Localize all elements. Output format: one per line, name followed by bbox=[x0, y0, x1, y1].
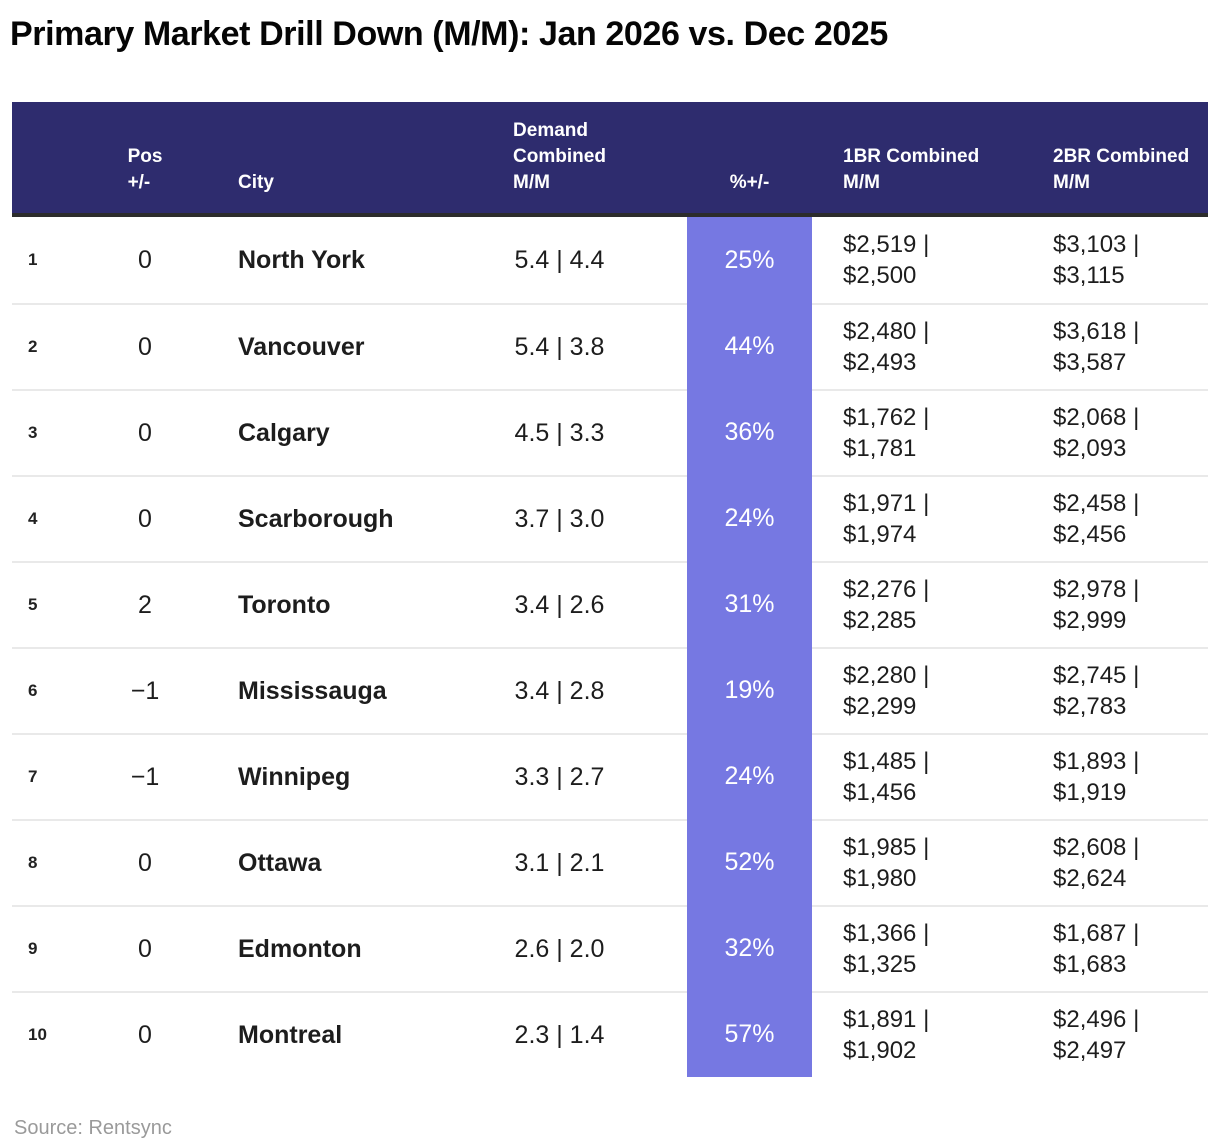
source-note: Source: Rentsync bbox=[14, 1117, 172, 1139]
pos-change-cell: −1 bbox=[95, 733, 195, 819]
rank-cell: 7 bbox=[12, 733, 95, 819]
demand-cell: 3.4 | 2.8 bbox=[432, 647, 687, 733]
table-row: 1 0 North York 5.4 | 4.4 25% $2,519 | $2… bbox=[12, 217, 1208, 303]
city-cell: North York bbox=[195, 217, 432, 303]
demand-cell: 5.4 | 4.4 bbox=[432, 217, 687, 303]
demand-cell: 3.1 | 2.1 bbox=[432, 819, 687, 905]
rank-cell: 9 bbox=[12, 905, 95, 991]
table-row: 4 0 Scarborough 3.7 | 3.0 24% $1,971 | $… bbox=[12, 475, 1208, 561]
rank-cell: 1 bbox=[12, 217, 95, 303]
rank-cell: 3 bbox=[12, 389, 95, 475]
two-br-cell: $2,068 | $2,093 bbox=[1022, 389, 1208, 475]
pos-change-cell: 0 bbox=[95, 991, 195, 1077]
two-br-cell: $1,893 | $1,919 bbox=[1022, 733, 1208, 819]
pct-change-cell: 24% bbox=[687, 475, 812, 561]
city-cell: Calgary bbox=[195, 389, 432, 475]
header-2br-combined-label: 2BR Combined M/M bbox=[1053, 146, 1190, 193]
demand-cell: 4.5 | 3.3 bbox=[432, 389, 687, 475]
pos-change-cell: −1 bbox=[95, 647, 195, 733]
one-br-cell: $2,519 | $2,500 bbox=[812, 217, 1022, 303]
table-row: 6 −1 Mississauga 3.4 | 2.8 19% $2,280 | … bbox=[12, 647, 1208, 733]
two-br-cell: $2,496 | $2,497 bbox=[1022, 991, 1208, 1077]
pos-change-cell: 0 bbox=[95, 475, 195, 561]
header-2br-combined: 2BR Combined M/M bbox=[1022, 102, 1208, 217]
one-br-cell: $1,485 | $1,456 bbox=[812, 733, 1022, 819]
table-row: 9 0 Edmonton 2.6 | 2.0 32% $1,366 | $1,3… bbox=[12, 905, 1208, 991]
pct-change-cell: 44% bbox=[687, 303, 812, 389]
two-br-cell: $2,608 | $2,624 bbox=[1022, 819, 1208, 905]
header-rank bbox=[12, 102, 95, 217]
table-row: 2 0 Vancouver 5.4 | 3.8 44% $2,480 | $2,… bbox=[12, 303, 1208, 389]
pct-change-cell: 25% bbox=[687, 217, 812, 303]
rank-cell: 2 bbox=[12, 303, 95, 389]
page-title: Primary Market Drill Down (M/M): Jan 202… bbox=[10, 15, 888, 53]
two-br-cell: $1,687 | $1,683 bbox=[1022, 905, 1208, 991]
demand-cell: 3.7 | 3.0 bbox=[432, 475, 687, 561]
pct-change-cell: 52% bbox=[687, 819, 812, 905]
table-row: 10 0 Montreal 2.3 | 1.4 57% $1,891 | $1,… bbox=[12, 991, 1208, 1077]
pos-change-cell: 2 bbox=[95, 561, 195, 647]
rank-cell: 6 bbox=[12, 647, 95, 733]
one-br-cell: $1,971 | $1,974 bbox=[812, 475, 1022, 561]
header-pos-change-label: Pos +/- bbox=[127, 146, 163, 193]
one-br-cell: $1,985 | $1,980 bbox=[812, 819, 1022, 905]
city-cell: Vancouver bbox=[195, 303, 432, 389]
header-pct-change-label: %+/- bbox=[729, 172, 770, 193]
city-cell: Montreal bbox=[195, 991, 432, 1077]
two-br-cell: $3,103 | $3,115 bbox=[1022, 217, 1208, 303]
two-br-cell: $2,458 | $2,456 bbox=[1022, 475, 1208, 561]
demand-cell: 5.4 | 3.8 bbox=[432, 303, 687, 389]
table-header-row: Pos +/- City Demand Combined M/M %+/- 1B… bbox=[12, 102, 1208, 217]
two-br-cell: $3,618 | $3,587 bbox=[1022, 303, 1208, 389]
one-br-cell: $1,762 | $1,781 bbox=[812, 389, 1022, 475]
demand-cell: 2.3 | 1.4 bbox=[432, 991, 687, 1077]
rank-cell: 10 bbox=[12, 991, 95, 1077]
header-1br-combined: 1BR Combined M/M bbox=[812, 102, 1022, 217]
pos-change-cell: 0 bbox=[95, 819, 195, 905]
pos-change-cell: 0 bbox=[95, 389, 195, 475]
rank-cell: 4 bbox=[12, 475, 95, 561]
city-cell: Edmonton bbox=[195, 905, 432, 991]
pct-change-cell: 36% bbox=[687, 389, 812, 475]
pct-change-cell: 32% bbox=[687, 905, 812, 991]
two-br-cell: $2,978 | $2,999 bbox=[1022, 561, 1208, 647]
market-drilldown-table: Pos +/- City Demand Combined M/M %+/- 1B… bbox=[12, 102, 1208, 1077]
rank-cell: 5 bbox=[12, 561, 95, 647]
pct-change-cell: 24% bbox=[687, 733, 812, 819]
header-city: City bbox=[195, 102, 432, 217]
header-demand-combined-label: Demand Combined M/M bbox=[513, 120, 606, 193]
two-br-cell: $2,745 | $2,783 bbox=[1022, 647, 1208, 733]
rank-cell: 8 bbox=[12, 819, 95, 905]
header-city-label: City bbox=[238, 172, 274, 193]
city-cell: Mississauga bbox=[195, 647, 432, 733]
demand-cell: 2.6 | 2.0 bbox=[432, 905, 687, 991]
table-row: 3 0 Calgary 4.5 | 3.3 36% $1,762 | $1,78… bbox=[12, 389, 1208, 475]
table-row: 5 2 Toronto 3.4 | 2.6 31% $2,276 | $2,28… bbox=[12, 561, 1208, 647]
pos-change-cell: 0 bbox=[95, 905, 195, 991]
one-br-cell: $2,276 | $2,285 bbox=[812, 561, 1022, 647]
one-br-cell: $1,891 | $1,902 bbox=[812, 991, 1022, 1077]
pos-change-cell: 0 bbox=[95, 303, 195, 389]
one-br-cell: $1,366 | $1,325 bbox=[812, 905, 1022, 991]
city-cell: Toronto bbox=[195, 561, 432, 647]
pct-change-cell: 31% bbox=[687, 561, 812, 647]
city-cell: Winnipeg bbox=[195, 733, 432, 819]
demand-cell: 3.3 | 2.7 bbox=[432, 733, 687, 819]
pos-change-cell: 0 bbox=[95, 217, 195, 303]
pct-change-cell: 19% bbox=[687, 647, 812, 733]
header-pct-change: %+/- bbox=[687, 102, 812, 217]
demand-cell: 3.4 | 2.6 bbox=[432, 561, 687, 647]
one-br-cell: $2,480 | $2,493 bbox=[812, 303, 1022, 389]
table-row: 8 0 Ottawa 3.1 | 2.1 52% $1,985 | $1,980… bbox=[12, 819, 1208, 905]
city-cell: Ottawa bbox=[195, 819, 432, 905]
header-pos-change: Pos +/- bbox=[95, 102, 195, 217]
pct-change-cell: 57% bbox=[687, 991, 812, 1077]
one-br-cell: $2,280 | $2,299 bbox=[812, 647, 1022, 733]
city-cell: Scarborough bbox=[195, 475, 432, 561]
header-demand-combined: Demand Combined M/M bbox=[432, 102, 687, 217]
table-row: 7 −1 Winnipeg 3.3 | 2.7 24% $1,485 | $1,… bbox=[12, 733, 1208, 819]
header-1br-combined-label: 1BR Combined M/M bbox=[843, 146, 980, 193]
